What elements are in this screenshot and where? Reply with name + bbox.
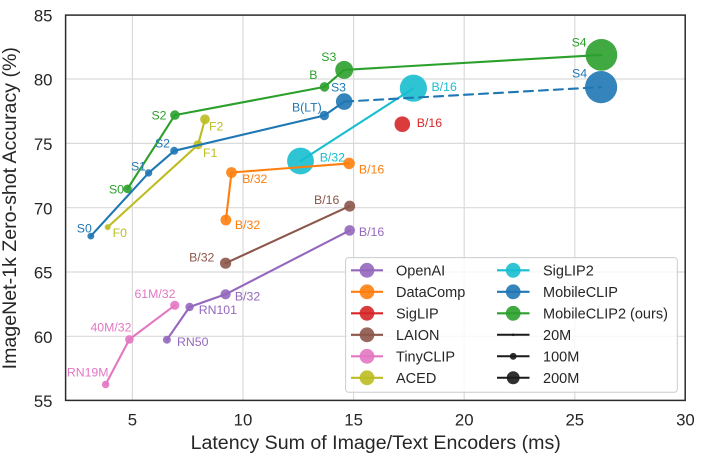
svg-text:B/16: B/16 — [432, 80, 457, 94]
svg-text:B/32: B/32 — [320, 151, 345, 165]
svg-text:S4: S4 — [572, 67, 587, 81]
svg-text:RN101: RN101 — [199, 303, 237, 317]
svg-text:MobileCLIP2 (ours): MobileCLIP2 (ours) — [543, 307, 668, 323]
svg-text:RN50: RN50 — [177, 335, 209, 349]
svg-text:ACED: ACED — [396, 371, 436, 387]
svg-text:S3: S3 — [331, 81, 346, 95]
svg-text:25: 25 — [565, 411, 584, 430]
svg-text:ImageNet-1k Zero-shot Accuracy: ImageNet-1k Zero-shot Accuracy (%) — [0, 47, 21, 369]
svg-text:B/32: B/32 — [235, 218, 260, 232]
svg-text:TinyCLIP: TinyCLIP — [396, 350, 455, 366]
svg-text:65: 65 — [34, 264, 53, 283]
svg-text:RN19M: RN19M — [67, 365, 109, 379]
svg-text:80: 80 — [34, 71, 53, 90]
svg-text:B/32: B/32 — [242, 172, 267, 186]
svg-text:DataComp: DataComp — [396, 285, 465, 301]
svg-text:OpenAI: OpenAI — [396, 264, 445, 280]
svg-text:61M/32: 61M/32 — [134, 287, 175, 301]
svg-text:S4: S4 — [572, 36, 587, 50]
svg-text:B/16: B/16 — [359, 163, 384, 177]
svg-text:B(LT): B(LT) — [292, 101, 322, 115]
svg-text:5: 5 — [128, 411, 137, 430]
svg-text:60: 60 — [34, 328, 53, 347]
svg-text:Latency Sum of Image/Text Enco: Latency Sum of Image/Text Encoders (ms) — [191, 432, 561, 454]
svg-text:75: 75 — [34, 135, 53, 154]
svg-text:20: 20 — [455, 411, 474, 430]
svg-text:B: B — [309, 68, 317, 82]
svg-text:70: 70 — [34, 199, 53, 218]
svg-text:SigLIP: SigLIP — [396, 307, 439, 323]
svg-text:S2: S2 — [151, 109, 166, 123]
svg-text:LAION: LAION — [396, 328, 440, 344]
svg-text:B/16: B/16 — [359, 225, 384, 239]
svg-text:100M: 100M — [543, 350, 579, 366]
svg-text:55: 55 — [34, 392, 53, 411]
svg-text:B/16: B/16 — [314, 193, 339, 207]
svg-text:B/32: B/32 — [189, 250, 214, 264]
svg-text:20M: 20M — [543, 328, 571, 344]
svg-text:MobileCLIP: MobileCLIP — [543, 285, 618, 301]
svg-text:85: 85 — [34, 6, 53, 25]
svg-text:15: 15 — [344, 411, 363, 430]
svg-text:S0: S0 — [77, 221, 92, 235]
svg-text:B/16: B/16 — [417, 116, 442, 130]
svg-text:10: 10 — [234, 411, 253, 430]
svg-text:S2: S2 — [155, 137, 170, 151]
svg-text:40M/32: 40M/32 — [90, 321, 131, 335]
svg-text:B/32: B/32 — [235, 289, 260, 303]
svg-text:S0: S0 — [109, 183, 124, 197]
svg-text:SigLIP2: SigLIP2 — [543, 264, 594, 280]
svg-text:S1: S1 — [131, 160, 146, 174]
svg-text:F1: F1 — [203, 146, 218, 160]
svg-text:S3: S3 — [321, 50, 336, 64]
svg-text:F2: F2 — [209, 119, 224, 133]
svg-text:30: 30 — [676, 411, 695, 430]
svg-text:F0: F0 — [113, 226, 128, 240]
svg-text:200M: 200M — [543, 371, 579, 387]
